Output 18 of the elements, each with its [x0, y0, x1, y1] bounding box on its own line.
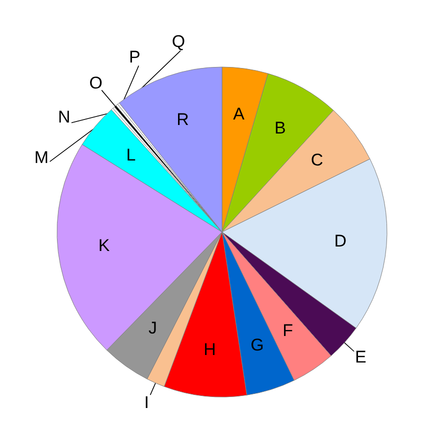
slice-label: Q [172, 32, 186, 51]
slice-label: A [233, 104, 246, 124]
slice-label: M [34, 148, 49, 168]
slice-label: C [310, 150, 324, 170]
slice-label: J [148, 318, 158, 338]
slice-label: G [250, 335, 264, 354]
slice-label: E [355, 347, 366, 366]
slice-label: F [282, 320, 294, 340]
slice-label: I [144, 393, 150, 412]
slice-label: K [98, 236, 110, 256]
slice-label: L [126, 146, 136, 165]
slice-label: N [58, 107, 70, 126]
slice-label: H [204, 340, 216, 360]
slice-label: R [176, 110, 189, 129]
slice-label: P [129, 48, 140, 67]
slice-label: O [89, 73, 102, 92]
slice-label: D [334, 232, 347, 251]
slice-label: B [274, 118, 286, 138]
